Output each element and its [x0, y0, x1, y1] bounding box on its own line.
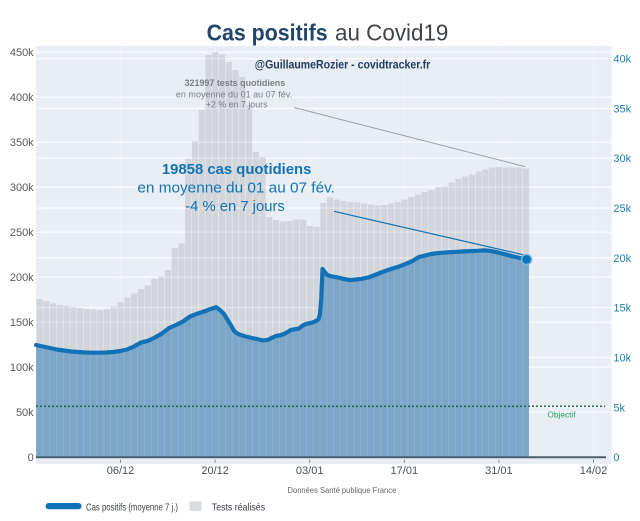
svg-text:20/12: 20/12 — [201, 465, 229, 477]
svg-text:0: 0 — [613, 452, 619, 464]
svg-text:06/12: 06/12 — [107, 465, 135, 477]
svg-text:400k: 400k — [10, 92, 34, 104]
svg-text:5k: 5k — [613, 402, 625, 414]
svg-text:Objectif: Objectif — [547, 410, 576, 420]
svg-text:321997 tests quotidiens: 321997 tests quotidiens — [185, 78, 286, 88]
svg-text:Données Santé publique France: Données Santé publique France — [288, 486, 397, 495]
svg-text:Tests réalisés: Tests réalisés — [212, 501, 265, 513]
svg-text:31/01: 31/01 — [485, 465, 513, 477]
svg-text:-4 % en 7 jours: -4 % en 7 jours — [185, 199, 285, 215]
svg-text:15k: 15k — [613, 303, 631, 315]
svg-text:au Covid19: au Covid19 — [335, 20, 448, 46]
svg-text:300k: 300k — [10, 182, 34, 194]
svg-text:0: 0 — [28, 452, 34, 464]
svg-text:20k: 20k — [613, 253, 631, 265]
svg-text:35k: 35k — [613, 103, 631, 115]
svg-text:17/01: 17/01 — [391, 465, 419, 477]
svg-text:en moyenne du 01 au 07 fév.: en moyenne du 01 au 07 fév. — [137, 181, 335, 197]
svg-text:+2 % en 7 jours: +2 % en 7 jours — [206, 100, 268, 110]
svg-text:@GuillaumeRozier - covidtracke: @GuillaumeRozier - covidtracker.fr — [255, 59, 431, 71]
svg-text:Cas positifs: Cas positifs — [207, 20, 328, 46]
svg-text:100k: 100k — [10, 362, 34, 374]
svg-text:en moyenne du 01 au 07 fév.: en moyenne du 01 au 07 fév. — [176, 89, 292, 99]
svg-text:19858 cas quotidiens: 19858 cas quotidiens — [162, 162, 312, 178]
svg-text:Cas positifs (moyenne 7 j.): Cas positifs (moyenne 7 j.) — [86, 501, 178, 513]
svg-text:25k: 25k — [613, 203, 631, 215]
svg-text:03/01: 03/01 — [296, 465, 324, 477]
svg-text:350k: 350k — [10, 137, 34, 149]
svg-text:40k: 40k — [613, 54, 631, 66]
svg-text:30k: 30k — [613, 153, 631, 165]
svg-text:250k: 250k — [10, 227, 34, 239]
svg-text:10k: 10k — [613, 352, 631, 364]
svg-text:450k: 450k — [10, 47, 34, 59]
svg-text:14/02: 14/02 — [580, 465, 608, 477]
svg-text:50k: 50k — [16, 407, 34, 419]
svg-text:200k: 200k — [10, 272, 34, 284]
svg-text:150k: 150k — [10, 317, 34, 329]
